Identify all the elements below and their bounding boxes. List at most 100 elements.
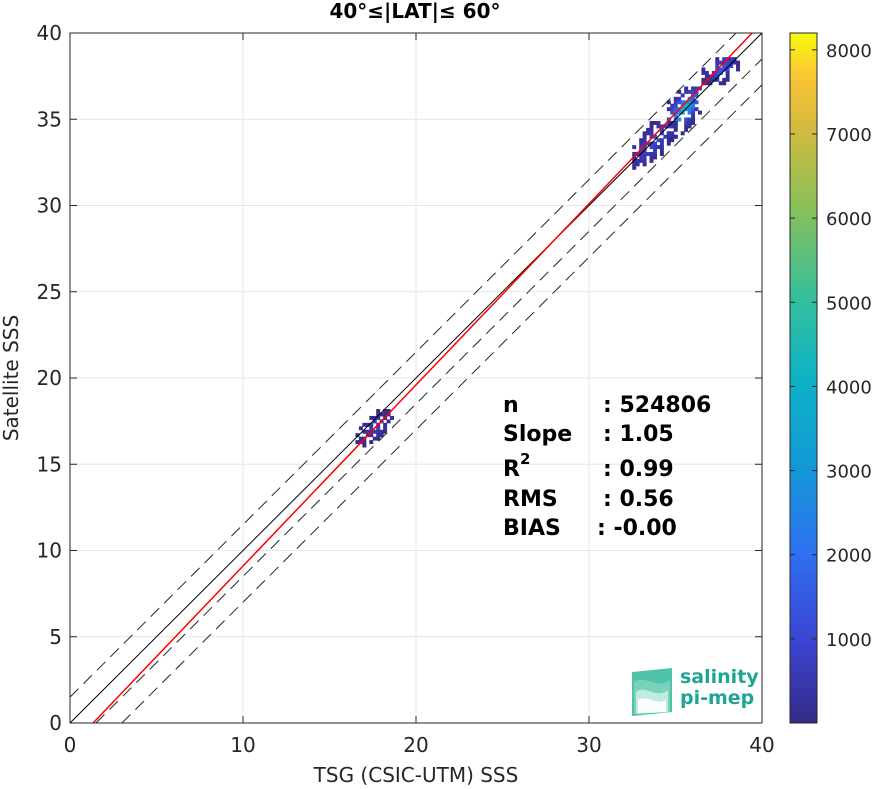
heatmap-cell xyxy=(691,107,696,112)
heatmap-cell xyxy=(715,64,720,68)
heatmap-cell xyxy=(372,419,377,424)
heatmap-cell xyxy=(673,107,678,112)
heatmap-cell xyxy=(736,64,741,68)
heatmap-cell xyxy=(691,117,696,122)
heatmap-cell xyxy=(670,124,675,129)
heatmap-cell xyxy=(666,100,671,105)
heatmap-cell xyxy=(362,422,367,427)
heatmap-cell xyxy=(736,67,741,72)
heatmap-cell xyxy=(659,152,664,156)
heatmap-cell xyxy=(646,152,651,156)
heatmap-cell xyxy=(358,436,363,441)
heatmap-cell xyxy=(649,155,654,160)
heatmap-cell xyxy=(649,120,654,125)
heatmap-cell xyxy=(694,107,699,112)
heatmap-cell xyxy=(684,103,689,108)
heatmap-cell xyxy=(362,429,367,434)
stat-r2-superscript: 2 xyxy=(520,450,530,468)
heatmap-cell xyxy=(680,107,685,112)
heatmap-cell xyxy=(722,64,727,68)
heatmap-cell xyxy=(653,134,657,139)
heatmap-cell xyxy=(725,67,730,72)
heatmap-cell xyxy=(372,429,377,434)
heatmap-cell xyxy=(684,127,689,132)
heatmap-cell xyxy=(666,134,671,139)
offset-line xyxy=(95,58,763,724)
heatmap-cell xyxy=(659,148,664,153)
y-axis-ticks: 0 5 10 15 20 25 30 35 40 xyxy=(37,21,762,735)
stat-bias-value: : -0.00 xyxy=(597,516,677,541)
heatmap-cell xyxy=(701,77,706,82)
heatmap-cell xyxy=(656,138,661,143)
heatmap-cell xyxy=(642,141,647,146)
heatmap-cell xyxy=(383,409,388,413)
heatmap-cell xyxy=(704,74,709,79)
heatmap-cell xyxy=(666,120,671,125)
heatmap-cell xyxy=(670,131,675,136)
heatmap-cell xyxy=(680,93,685,98)
heatmap-cell xyxy=(701,67,706,72)
heatmap-cell xyxy=(372,436,377,441)
heatmap-cell xyxy=(715,60,720,65)
heatmap-cell xyxy=(725,77,730,82)
heatmap-cell xyxy=(649,134,654,139)
heatmap-cell xyxy=(697,110,702,115)
heatmap-cell xyxy=(711,77,716,82)
heatmap-cell xyxy=(691,103,696,108)
stat-r2-label: R xyxy=(503,457,520,482)
heatmap-cell xyxy=(687,110,692,115)
x-axis-label: TSG (CSIC-UTM) SSS xyxy=(313,763,519,787)
heatmap-cell xyxy=(725,60,730,65)
heatmap-cell xyxy=(376,412,381,417)
heatmap-cell xyxy=(642,152,647,156)
heatmap-cell xyxy=(642,134,647,139)
heatmap-cell xyxy=(383,429,388,434)
x-tick-label: 20 xyxy=(403,733,428,757)
stat-rms-label: RMS xyxy=(503,487,558,512)
x-tick-label: 10 xyxy=(230,733,255,757)
x-tick-label: 30 xyxy=(576,733,601,757)
heatmap-cell xyxy=(649,152,654,156)
heatmap-cell xyxy=(365,422,370,427)
heatmap-cell xyxy=(376,409,381,413)
heatmap-cell xyxy=(677,117,682,122)
colorbar-tick-label: 1000 xyxy=(826,630,872,651)
heatmap-cell xyxy=(736,60,741,65)
y-tick-label: 25 xyxy=(37,280,62,304)
heatmap-cell xyxy=(691,114,696,119)
heatmap-cell xyxy=(659,145,664,150)
heatmap-cell xyxy=(639,148,644,153)
heatmap-cell xyxy=(670,138,675,143)
offset-line xyxy=(69,32,737,698)
heatmap-cell xyxy=(653,152,657,156)
colorbar-tick-label: 6000 xyxy=(826,209,872,230)
heatmap-cell xyxy=(691,89,696,94)
heatmap-cell xyxy=(704,81,709,86)
heatmap-cell xyxy=(732,57,737,62)
heatmap-cell xyxy=(708,77,713,82)
heatmap-cell xyxy=(715,57,720,62)
heatmap-cell xyxy=(635,152,640,156)
heatmap-cell xyxy=(642,158,647,163)
heatmap-cell xyxy=(694,100,699,105)
heatmap-cell xyxy=(701,70,706,75)
heatmap-cell xyxy=(677,89,682,94)
heatmap-cell xyxy=(653,145,657,150)
heatmap-cell xyxy=(684,117,689,122)
heatmap-cell xyxy=(725,74,730,79)
heatmap-cell xyxy=(725,70,730,75)
heatmap-cell xyxy=(673,127,678,132)
identity-line xyxy=(69,32,763,724)
heatmap-cell xyxy=(642,138,647,143)
heatmap-cell xyxy=(670,110,675,115)
heatmap-cell xyxy=(673,100,678,105)
heatmap-cell xyxy=(362,440,367,445)
heatmap-cell xyxy=(358,426,363,431)
heatmap-cell xyxy=(694,93,699,98)
y-tick-label: 15 xyxy=(37,452,62,476)
regression-line xyxy=(92,32,753,724)
stat-r2-value: : 0.99 xyxy=(603,457,674,482)
heatmap-cell xyxy=(673,114,678,119)
wave-logo-icon xyxy=(632,668,672,716)
heatmap-cell xyxy=(687,120,692,125)
